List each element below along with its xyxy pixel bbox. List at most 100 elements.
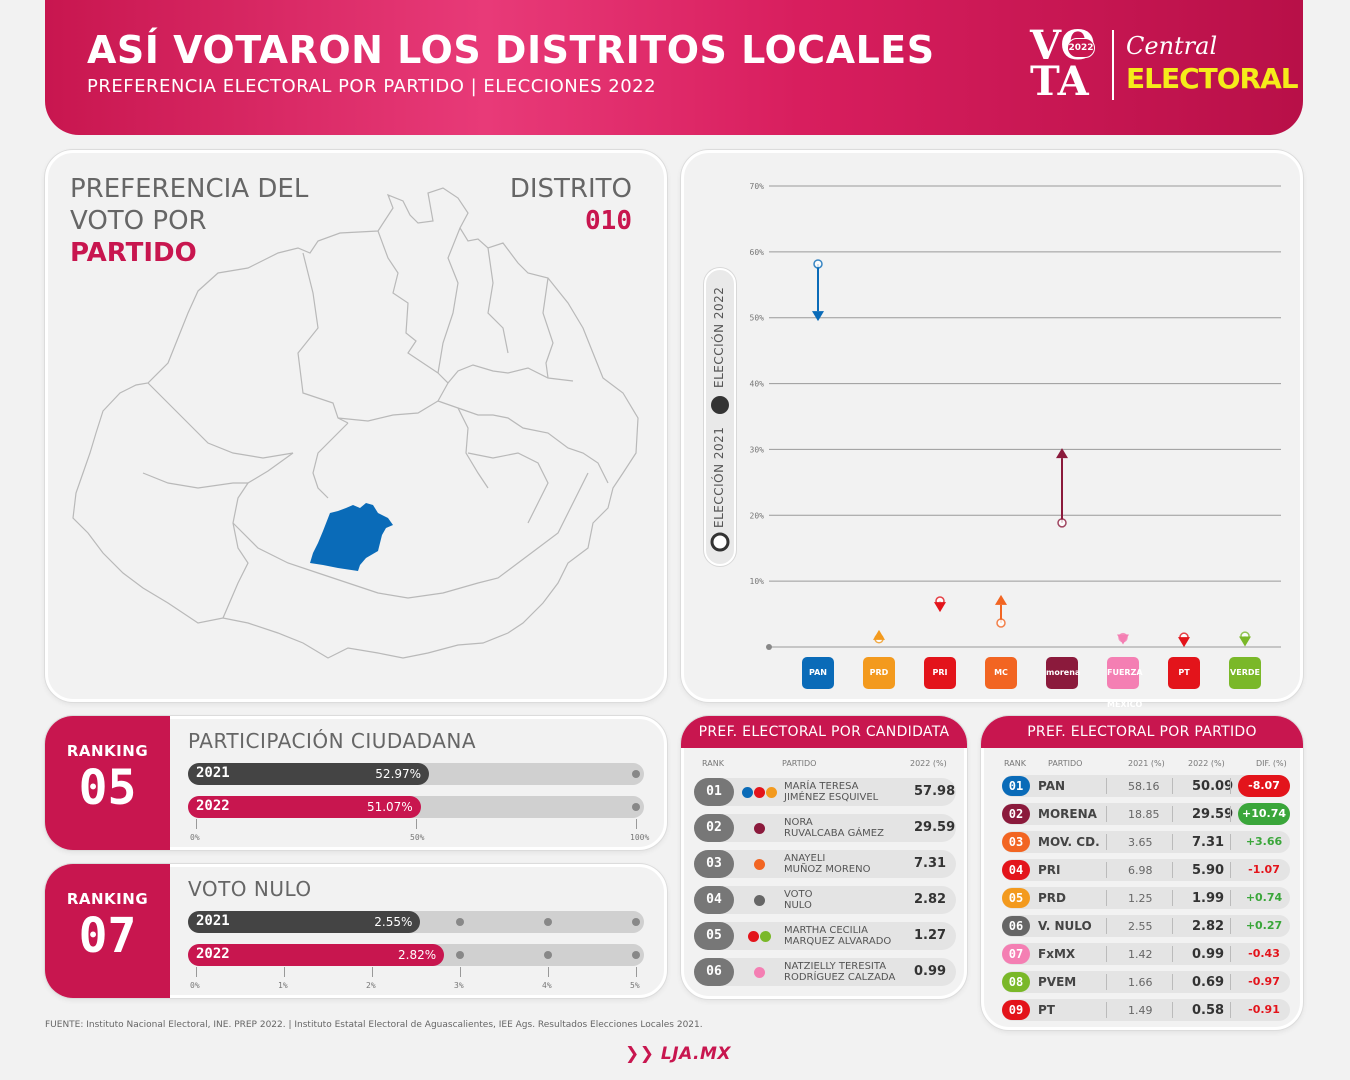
partido-2021-value: 1.42 <box>1128 948 1153 961</box>
dumbbell-pt <box>1178 632 1190 648</box>
partido-2022-value: 2.82 <box>1192 919 1225 934</box>
x-tick-label: 50% <box>410 833 425 842</box>
candidata-value: 29.59 <box>914 820 956 835</box>
tick-dot <box>544 918 552 926</box>
candidata-value: 0.99 <box>914 964 947 979</box>
party-color-dot <box>760 931 771 942</box>
party-color-dot <box>748 931 759 942</box>
candidata-row-bg <box>694 958 956 986</box>
party-color-dot <box>754 859 765 870</box>
district-number: 010 <box>585 206 632 236</box>
bar-track-2022: 2022 2.82% <box>188 944 644 966</box>
partido-row-bg <box>1002 775 1290 797</box>
partido-name: MOV. CD. <box>1038 835 1100 849</box>
nulo-ranking-badge: RANKING 07 <box>45 864 170 998</box>
candidata-value: 7.31 <box>914 856 947 871</box>
bar-year-label: 2022 <box>196 798 230 814</box>
candidata-value: 1.27 <box>914 928 947 943</box>
dumbbell-pri <box>934 596 946 613</box>
col-rank: RANK <box>1004 759 1026 768</box>
bar-year-label: 2022 <box>196 946 230 962</box>
tick-line <box>636 819 637 829</box>
partido-2022-value: 0.69 <box>1192 975 1225 990</box>
vota-central-electoral-logo: VO TA 2022 Central ELECTORAL <box>1030 26 1299 104</box>
column-separator <box>1230 974 1231 990</box>
column-separator <box>1106 946 1107 962</box>
column-separator <box>1230 834 1231 850</box>
partido-rank-badge: 02 <box>1002 804 1030 824</box>
participacion-title: PARTICIPACIÓN CIUDADANA <box>188 729 477 753</box>
bar-value-label: 2.82% <box>398 948 437 962</box>
candidata-row-bg <box>694 778 956 806</box>
dumbbell-fuerza-méxico <box>1117 632 1129 645</box>
tick-line <box>416 819 417 829</box>
column-separator <box>1172 1002 1173 1018</box>
partido-2022-value: 29.59 <box>1192 807 1234 822</box>
partido-2021-value: 1.49 <box>1128 1004 1153 1017</box>
candidata-rank-badge: 03 <box>694 850 734 878</box>
bar-track-2021: 2021 2.55% <box>188 911 644 933</box>
tick-line <box>284 967 285 977</box>
partido-name: V. NULO <box>1038 919 1092 933</box>
candidata-row-bg <box>694 922 956 950</box>
candidata-name-line2: RUVALCABA GÁMEZ <box>784 828 884 839</box>
candidata-row-bg <box>694 886 956 914</box>
bar-fill-2022: 2022 2.82% <box>188 944 445 966</box>
partido-name: MORENA <box>1038 807 1097 821</box>
candidata-row-bg <box>694 814 956 842</box>
district-map-card: PREFERENCIA DEL VOTO POR PARTIDO DISTRIT… <box>45 150 667 702</box>
partido-2021-value: 58.16 <box>1128 780 1160 793</box>
origin-dot <box>766 644 772 650</box>
column-separator <box>1172 778 1173 794</box>
column-separator <box>1230 806 1231 822</box>
party-color-dot <box>754 967 765 978</box>
partido-rank-badge: 01 <box>1002 776 1030 796</box>
map-heading-line2: VOTO POR <box>70 206 207 236</box>
y-tick-label: 70% <box>750 182 765 191</box>
district-heading: DISTRITO 010 <box>510 173 632 237</box>
column-separator <box>1172 890 1173 906</box>
col-2022: 2022 (%) <box>1188 759 1225 768</box>
partido-2021-value: 1.66 <box>1128 976 1153 989</box>
candidata-name: ANAYELI MUÑOZ MORENO <box>784 853 870 875</box>
partido-rank-badge: 03 <box>1002 832 1030 852</box>
column-separator <box>1172 806 1173 822</box>
partido-dif-value: +10.74 <box>1238 803 1290 825</box>
column-separator <box>1106 890 1107 906</box>
bar-value-label: 52.97% <box>375 767 422 781</box>
voto-nulo-card: RANKING 07 VOTO NULO 2021 2.55% 2022 2.82% 0… <box>45 864 667 998</box>
y-tick-label: 60% <box>750 248 765 257</box>
candidata-name-line2: MARQUEZ ALVARADO <box>784 936 892 947</box>
candidata-name-line2: MUÑOZ MORENO <box>784 864 871 875</box>
logo-electoral: ELECTORAL <box>1126 62 1299 95</box>
column-separator <box>1230 890 1231 906</box>
x-tick-label: 0% <box>190 981 200 990</box>
party-change-chart: 10% 20% 30% 40% 50% 60% 70% <box>750 182 1281 650</box>
x-tick-label: 100% <box>630 833 650 842</box>
column-separator <box>1106 1002 1107 1018</box>
party-color-dot <box>766 787 777 798</box>
column-separator <box>1106 918 1107 934</box>
dumbbell-pan <box>812 259 824 322</box>
tick-line <box>548 967 549 977</box>
tick-dot <box>456 951 464 959</box>
map-heading-line1: PREFERENCIA DEL <box>70 174 309 204</box>
column-separator <box>1172 946 1173 962</box>
legend-2021-marker <box>710 532 730 552</box>
partido-dif-value: +0.27 <box>1245 919 1283 932</box>
nulo-title: VOTO NULO <box>188 877 312 901</box>
col-2021: 2021 (%) <box>1128 759 1165 768</box>
candidata-name: NORA RUVALCABA GÁMEZ <box>784 817 884 839</box>
partido-row-bg <box>1002 999 1290 1021</box>
partido-name: PRI <box>1038 863 1061 877</box>
dumbbell-morena <box>1056 448 1068 528</box>
partido-rank-badge: 04 <box>1002 860 1030 880</box>
col-party: PARTIDO <box>782 759 817 768</box>
legend-2022-marker <box>711 396 729 414</box>
tick-line <box>372 967 373 977</box>
partido-2021-value: 3.65 <box>1128 836 1153 849</box>
tick-dot <box>456 918 464 926</box>
col-party: PARTIDO <box>1048 759 1083 768</box>
partido-row-bg <box>1002 943 1290 965</box>
ranking-number: 05 <box>78 760 137 816</box>
